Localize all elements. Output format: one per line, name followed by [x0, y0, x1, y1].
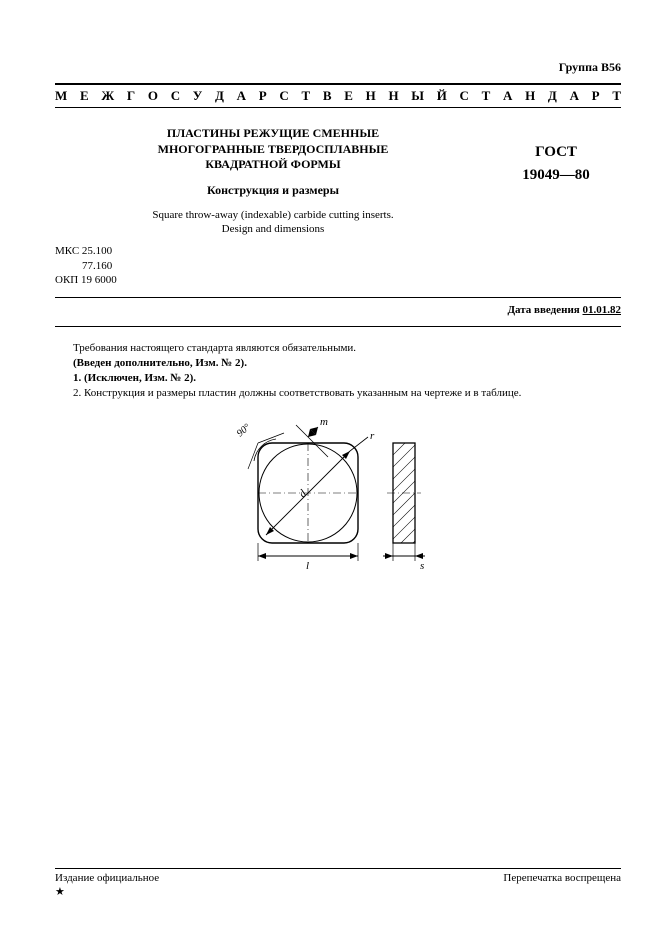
footer-star: ★: [55, 885, 621, 898]
dim-r: r: [370, 430, 375, 442]
group-code: Группа В56: [55, 60, 621, 75]
title-subtitle: Конструкция и размеры: [55, 183, 491, 198]
gost-number: 19049—80: [491, 167, 621, 184]
footer-rule: [55, 868, 621, 869]
date-label: Дата введения: [507, 304, 582, 316]
dim-s: s: [420, 560, 424, 572]
dim-angle: 90°: [235, 422, 253, 439]
title-eng-1: Square throw-away (indexable) carbide cu…: [152, 209, 393, 221]
footer-left: Издание официальное: [55, 872, 159, 884]
para-4: 2. Конструкция и размеры пластин должны …: [55, 386, 621, 401]
dim-m: m: [320, 416, 328, 428]
divider: [55, 326, 621, 327]
title-eng-2: Design and dimensions: [222, 223, 325, 235]
technical-drawing: d l r m 90°: [55, 415, 621, 590]
title-line-2: МНОГОГРАННЫЕ ТВЕРДОСПЛАВНЫЕ: [158, 142, 389, 156]
page-footer: Издание официальное Перепечатка воспреще…: [55, 868, 621, 898]
classification-codes: МКС 25.100 77.160 ОКП 19 6000: [55, 244, 621, 287]
para-2: (Введен дополнительно, Изм. № 2).: [55, 356, 621, 371]
code-mks: МКС 25.100: [55, 245, 112, 257]
divider: [55, 297, 621, 298]
insert-diagram-svg: d l r m 90°: [208, 415, 468, 585]
code-mks-2: 77.160: [82, 260, 112, 272]
para-1: Требования настоящего стандарта являются…: [55, 341, 621, 356]
para-3: 1. (Исключен, Изм. № 2).: [55, 371, 621, 386]
title-block: ПЛАСТИНЫ РЕЖУЩИЕ СМЕННЫЕ МНОГОГРАННЫЕ ТВ…: [55, 126, 621, 236]
gost-label: ГОСТ: [491, 144, 621, 161]
title-line-3: КВАДРАТНОЙ ФОРМЫ: [205, 157, 340, 171]
date-value: 01.01.82: [583, 304, 622, 316]
doc-type-header: М Е Ж Г О С У Д А Р С Т В Е Н Н Ы Й С Т …: [55, 83, 621, 108]
code-okp: ОКП 19 6000: [55, 274, 117, 286]
title-line-1: ПЛАСТИНЫ РЕЖУЩИЕ СМЕННЫЕ: [167, 126, 379, 140]
effective-date: Дата введения 01.01.82: [55, 304, 621, 316]
dim-l: l: [306, 560, 309, 572]
body-text: Требования настоящего стандарта являются…: [55, 341, 621, 400]
footer-right: Перепечатка воспрещена: [503, 872, 621, 884]
